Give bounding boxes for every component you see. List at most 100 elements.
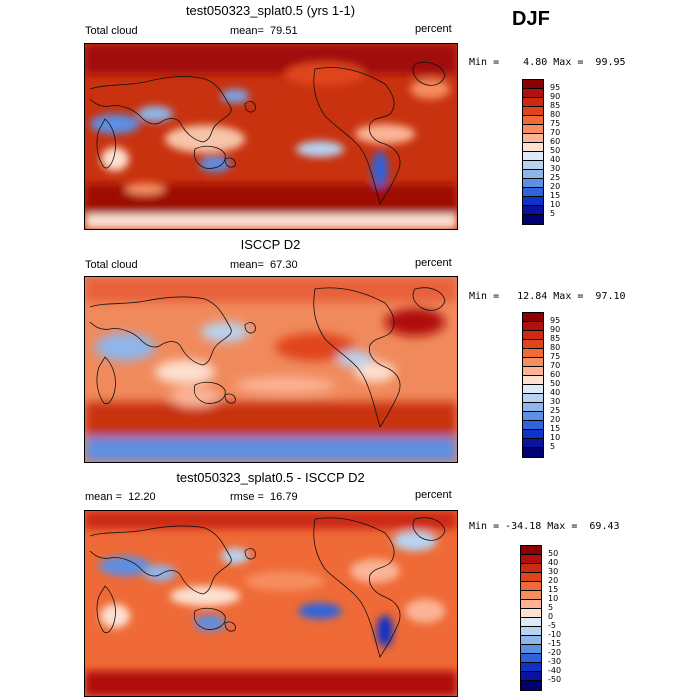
panel3-colorbar: 50 40 30 20 15 10 5 0 -5 -10 -15 -20 -30…: [520, 545, 580, 691]
panel3-colorbar-swatch: [521, 645, 541, 654]
panel3-colorbar-label: 0: [548, 612, 554, 621]
panel2-colorbar-label: 70: [550, 361, 561, 370]
panel3-title: test050323_splat0.5 - ISCCP D2: [176, 470, 365, 485]
panel3-colorbar-swatch: [521, 555, 541, 564]
panel3-colorbar-label: -40: [548, 666, 562, 675]
panel2-colorbar: 95 90 85 80 75 70 60 50 40 30 25 20 15 1…: [522, 312, 582, 458]
panel1-colorbar: 95 90 85 80 75 70 60 50 40 30 25 20 15 1…: [522, 79, 582, 225]
panel1-title: test050323_splat0.5 (yrs 1-1): [185, 3, 356, 18]
panel1-colorbar-swatch: [523, 206, 543, 215]
panel1-colorbar-label: 30: [550, 164, 561, 173]
panel2-colorbar-swatch: [523, 313, 543, 322]
panel2-minmax: Min = 12.84 Max = 97.10: [469, 291, 626, 302]
panel3-colorbar-box: [520, 545, 542, 691]
panel1-colorbar-label: 15: [550, 191, 561, 200]
panel1-colorbar-label: 50: [550, 146, 561, 155]
panel3-colorbar-label: -30: [548, 657, 562, 666]
panel1-colorbar-label: 95: [550, 83, 561, 92]
panel1-colorbar-label: 40: [550, 155, 561, 164]
panel2-colorbar-swatch: [523, 439, 543, 448]
panel3-colorbar-swatch: [521, 681, 541, 690]
panel2-mean: mean= 67.30: [230, 259, 298, 271]
panel1-colorbar-swatch: [523, 161, 543, 170]
panel2-units: percent: [415, 257, 452, 269]
panel2-colorbar-label: 80: [550, 343, 561, 352]
panel1-colorbar-swatch: [523, 134, 543, 143]
panel1-colorbar-swatch: [523, 116, 543, 125]
panel2-colorbar-swatch: [523, 349, 543, 358]
panel2-colorbar-label: 40: [550, 388, 561, 397]
panel2-colorbar-label: 5: [550, 442, 556, 451]
panel3-colorbar-label: 50: [548, 549, 559, 558]
panel1-colorbar-swatch: [523, 152, 543, 161]
panel2-map-graphic: [85, 277, 457, 462]
panel1-colorbar-label: 90: [550, 92, 561, 101]
panel3-colorbar-swatch: [521, 672, 541, 681]
panel2-colorbar-swatch: [523, 448, 543, 457]
panel2-colorbar-label: 50: [550, 379, 561, 388]
panel3-colorbar-swatch: [521, 600, 541, 609]
panel2-colorbar-box: [522, 312, 544, 458]
panel1-colorbar-label: 5: [550, 209, 556, 218]
panel2-colorbar-swatch: [523, 430, 543, 439]
panel2-colorbar-label: 95: [550, 316, 561, 325]
panel3-colorbar-swatch: [521, 663, 541, 672]
panel3-colorbar-label: 30: [548, 567, 559, 576]
panel1-map: [84, 43, 458, 230]
panel1-colorbar-label: 85: [550, 101, 561, 110]
panel2-colorbar-label: 10: [550, 433, 561, 442]
panel2-colorbar-swatch: [523, 358, 543, 367]
panel1-colorbar-label: 10: [550, 200, 561, 209]
panel2-colorbar-swatch: [523, 367, 543, 376]
panel1-colorbar-swatch: [523, 215, 543, 224]
panel2-colorbar-label: 60: [550, 370, 561, 379]
panel3-colorbar-label: 20: [548, 576, 559, 585]
panel3-colorbar-swatch: [521, 564, 541, 573]
panel2-variable: Total cloud: [85, 259, 138, 271]
panel1-colorbar-swatch: [523, 98, 543, 107]
panel3-map: [84, 510, 458, 697]
panel2-colorbar-swatch: [523, 385, 543, 394]
panel2-colorbar-swatch: [523, 421, 543, 430]
panel3-colorbar-swatch: [521, 636, 541, 645]
panel2-colorbar-swatch: [523, 322, 543, 331]
panel1-colorbar-swatch: [523, 125, 543, 134]
panel1-colorbar-label: 60: [550, 137, 561, 146]
season-label: DJF: [512, 8, 550, 30]
panel1-colorbar-swatch: [523, 170, 543, 179]
panel3-colorbar-label: -5: [548, 621, 556, 630]
panel2-colorbar-label: 90: [550, 325, 561, 334]
panel3-colorbar-swatch: [521, 609, 541, 618]
panel3-colorbar-label: -50: [548, 675, 562, 684]
panel3-map-graphic: [85, 511, 457, 696]
panel3-colorbar-label: 10: [548, 594, 559, 603]
panel1-mean: mean= 79.51: [230, 25, 298, 37]
panel1-colorbar-swatch: [523, 80, 543, 89]
panel1-map-graphic: [85, 44, 457, 229]
panel3-units: percent: [415, 489, 452, 501]
panel1-colorbar-swatch: [523, 143, 543, 152]
panel2-colorbar-swatch: [523, 403, 543, 412]
panel3-colorbar-label: -15: [548, 639, 562, 648]
panel3-mean: mean = 12.20: [85, 491, 156, 503]
panel1-colorbar-swatch: [523, 107, 543, 116]
panel2-map: [84, 276, 458, 463]
panel1-colorbar-swatch: [523, 197, 543, 206]
panel3-colorbar-swatch: [521, 591, 541, 600]
panel1-colorbar-label: 80: [550, 110, 561, 119]
panel2-colorbar-swatch: [523, 376, 543, 385]
panel2-colorbar-label: 75: [550, 352, 561, 361]
panel1-colorbar-label: 75: [550, 119, 561, 128]
panel1-colorbar-label: 20: [550, 182, 561, 191]
panel2-colorbar-swatch: [523, 394, 543, 403]
panel3-colorbar-label: 15: [548, 585, 559, 594]
panel2-colorbar-swatch: [523, 412, 543, 421]
panel3-rmse: rmse = 16.79: [230, 491, 298, 503]
panel2-colorbar-label: 25: [550, 406, 561, 415]
panel3-colorbar-swatch: [521, 654, 541, 663]
panel1-colorbar-box: [522, 79, 544, 225]
panel3-colorbar-label: 5: [548, 603, 554, 612]
panel3-colorbar-swatch: [521, 627, 541, 636]
panel2-colorbar-label: 85: [550, 334, 561, 343]
panel3-colorbar-swatch: [521, 573, 541, 582]
